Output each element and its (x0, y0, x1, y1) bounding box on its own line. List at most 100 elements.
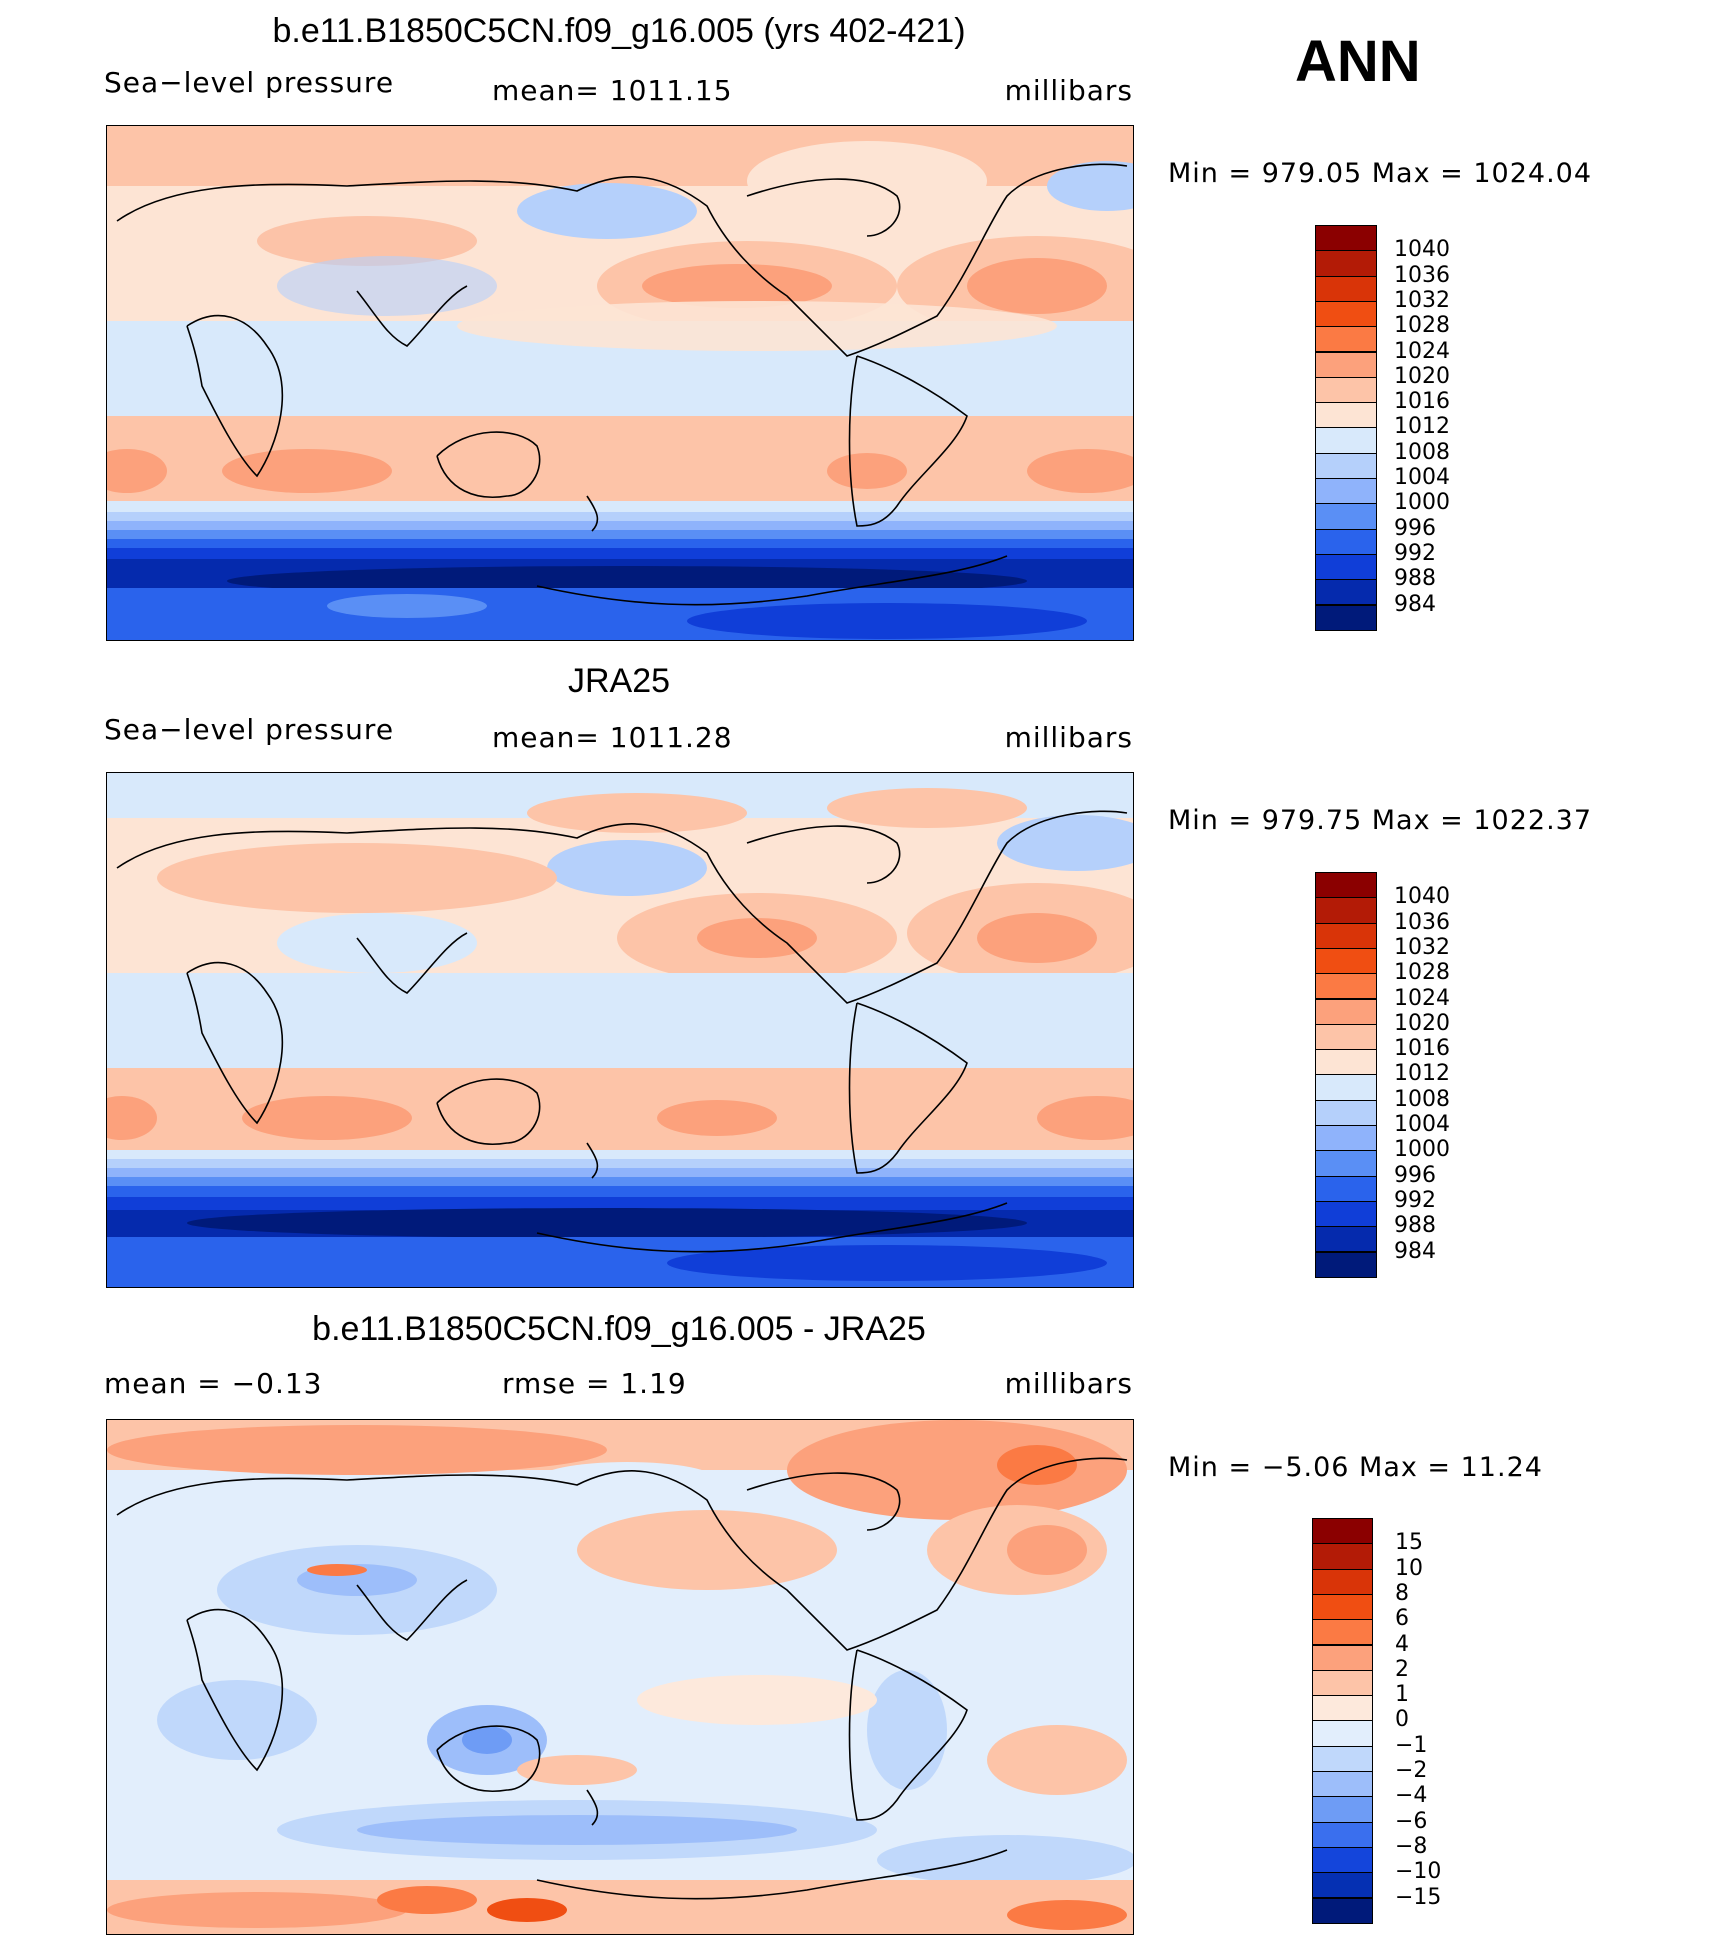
colorbar-tick-label: 1024 (1394, 338, 1450, 364)
colorbar-swatch (1315, 1175, 1377, 1202)
colorbar-swatch (1315, 427, 1377, 454)
colorbar-tick-label: 992 (1394, 1187, 1436, 1213)
panel2-variable-label: Sea−level pressure (104, 713, 395, 746)
colorbar-swatch (1315, 1049, 1377, 1076)
colorbar-tick-label: −1 (1395, 1732, 1428, 1758)
panel3-minmax: Min = −5.06 Max = 11.24 (1168, 1452, 1543, 1483)
colorbar-tick-label: 8 (1395, 1580, 1409, 1606)
colorbar-tick-label: 984 (1394, 1238, 1436, 1264)
panel2-units-label: millibars (1004, 721, 1133, 754)
colorbar-swatch (1315, 528, 1377, 555)
colorbar-tick-label: 1040 (1394, 237, 1450, 263)
colorbar-tick-label: 1004 (1394, 1112, 1450, 1137)
colorbar-tick-label: 1028 (1394, 313, 1450, 339)
colorbar-swatch (1315, 452, 1377, 479)
colorbar-swatch (1312, 1518, 1373, 1545)
colorbar-tick-label: 1032 (1394, 934, 1450, 960)
season-label: ANN (1295, 29, 1421, 94)
colorbar-tick-label: 1012 (1394, 414, 1450, 440)
colorbar-tick-label: 1040 (1394, 884, 1450, 910)
colorbar-swatch (1315, 579, 1377, 606)
panel1-title: b.e11.B1850C5CN.f09_g16.005 (yrs 402-421… (272, 12, 966, 50)
panel3-rmse-label: rmse = 1.19 (502, 1367, 687, 1400)
panel1-mean-label: mean= 1011.15 (492, 74, 733, 107)
colorbar-swatch (1315, 503, 1377, 530)
panel1-variable-label: Sea−level pressure (104, 66, 395, 99)
colorbar-swatch (1315, 1125, 1377, 1152)
panel1-map (106, 125, 1134, 641)
colorbar-swatch (1315, 376, 1377, 404)
colorbar-swatch (1315, 1226, 1377, 1253)
colorbar-tick-label: 1008 (1394, 439, 1450, 465)
colorbar-tick-label: 1016 (1394, 389, 1450, 415)
colorbar-swatch (1315, 326, 1377, 353)
colorbar-tick-label: −2 (1395, 1758, 1428, 1783)
colorbar-tick-label: 1020 (1394, 1010, 1450, 1036)
colorbar-swatch (1315, 947, 1377, 975)
panel2-title: JRA25 (567, 662, 671, 700)
colorbar-tick-label: 10 (1395, 1555, 1423, 1581)
colorbar-swatch (1315, 973, 1377, 1000)
colorbar-swatch (1315, 1200, 1377, 1228)
colorbar-swatch (1312, 1796, 1373, 1823)
colorbar-swatch (1315, 478, 1377, 505)
colorbar-swatch (1315, 553, 1377, 581)
panel3-units-label: millibars (1004, 1367, 1133, 1400)
colorbar-swatch (1315, 1023, 1377, 1051)
colorbar-tick-label: 1 (1395, 1682, 1409, 1708)
colorbar-tick-label: 996 (1394, 515, 1436, 541)
panel3-mean-label: mean = −0.13 (104, 1367, 323, 1400)
colorbar-tick-label: −4 (1395, 1783, 1428, 1809)
colorbar-swatch (1315, 872, 1377, 899)
colorbar-swatch (1315, 1150, 1377, 1177)
colorbar-tick-label: 4 (1395, 1631, 1409, 1657)
colorbar-swatch (1312, 1720, 1373, 1747)
colorbar-swatch (1315, 922, 1377, 949)
colorbar-tick-label: 1020 (1394, 363, 1450, 389)
colorbar-swatch (1312, 1543, 1373, 1570)
colorbar-swatch (1312, 1568, 1373, 1595)
colorbar-tick-label: −15 (1395, 1884, 1442, 1910)
colorbar-tick-label: 1028 (1394, 960, 1450, 986)
colorbar-tick-label: 1024 (1394, 985, 1450, 1011)
colorbar-swatch (1315, 1251, 1377, 1278)
colorbar-tick-label: 15 (1395, 1530, 1423, 1556)
colorbar-tick-label: 996 (1394, 1162, 1436, 1188)
colorbar-swatch (1312, 1619, 1373, 1646)
colorbar-tick-label: 984 (1394, 591, 1436, 617)
colorbar-tick-label: 1000 (1394, 490, 1450, 516)
colorbar-swatch (1312, 1745, 1373, 1772)
panel2-mean-label: mean= 1011.28 (492, 721, 733, 754)
colorbar-tick-label: −6 (1395, 1808, 1428, 1834)
colorbar-swatch (1315, 1074, 1377, 1101)
panel3-title: b.e11.B1850C5CN.f09_g16.005 - JRA25 (312, 1310, 926, 1348)
colorbar-tick-label: 2 (1395, 1656, 1409, 1682)
colorbar-swatch (1315, 604, 1377, 631)
colorbar-tick-label: −8 (1395, 1833, 1428, 1859)
colorbar-tick-label: 1004 (1394, 465, 1450, 490)
colorbar-tick-label: 0 (1395, 1707, 1409, 1733)
colorbar-swatch (1315, 897, 1377, 924)
colorbar-swatch (1315, 300, 1377, 328)
colorbar-tick-label: 992 (1394, 540, 1436, 566)
colorbar-swatch (1315, 275, 1377, 302)
panel2-minmax: Min = 979.75 Max = 1022.37 (1168, 805, 1593, 836)
colorbar-tick-label: 988 (1394, 566, 1436, 592)
colorbar-swatch (1312, 1593, 1373, 1621)
colorbar-tick-label: −10 (1395, 1859, 1442, 1885)
panel1-minmax: Min = 979.05 Max = 1024.04 (1168, 158, 1593, 189)
colorbar-swatch (1312, 1846, 1373, 1874)
colorbar-swatch (1315, 351, 1377, 378)
colorbar-tick-label: 1016 (1394, 1036, 1450, 1062)
colorbar-swatch (1312, 1821, 1373, 1848)
colorbar-tick-label: 1000 (1394, 1137, 1450, 1163)
colorbar-tick-label: 1008 (1394, 1086, 1450, 1112)
panel2-map (106, 772, 1134, 1288)
colorbar-swatch (1315, 225, 1377, 252)
colorbar-swatch (1312, 1669, 1373, 1697)
panel3-map (106, 1419, 1134, 1935)
colorbar-tick-label: 1036 (1394, 262, 1450, 288)
colorbar-tick-label: 1036 (1394, 909, 1450, 935)
colorbar-tick-label: 6 (1395, 1606, 1409, 1632)
colorbar-swatch (1312, 1695, 1373, 1722)
